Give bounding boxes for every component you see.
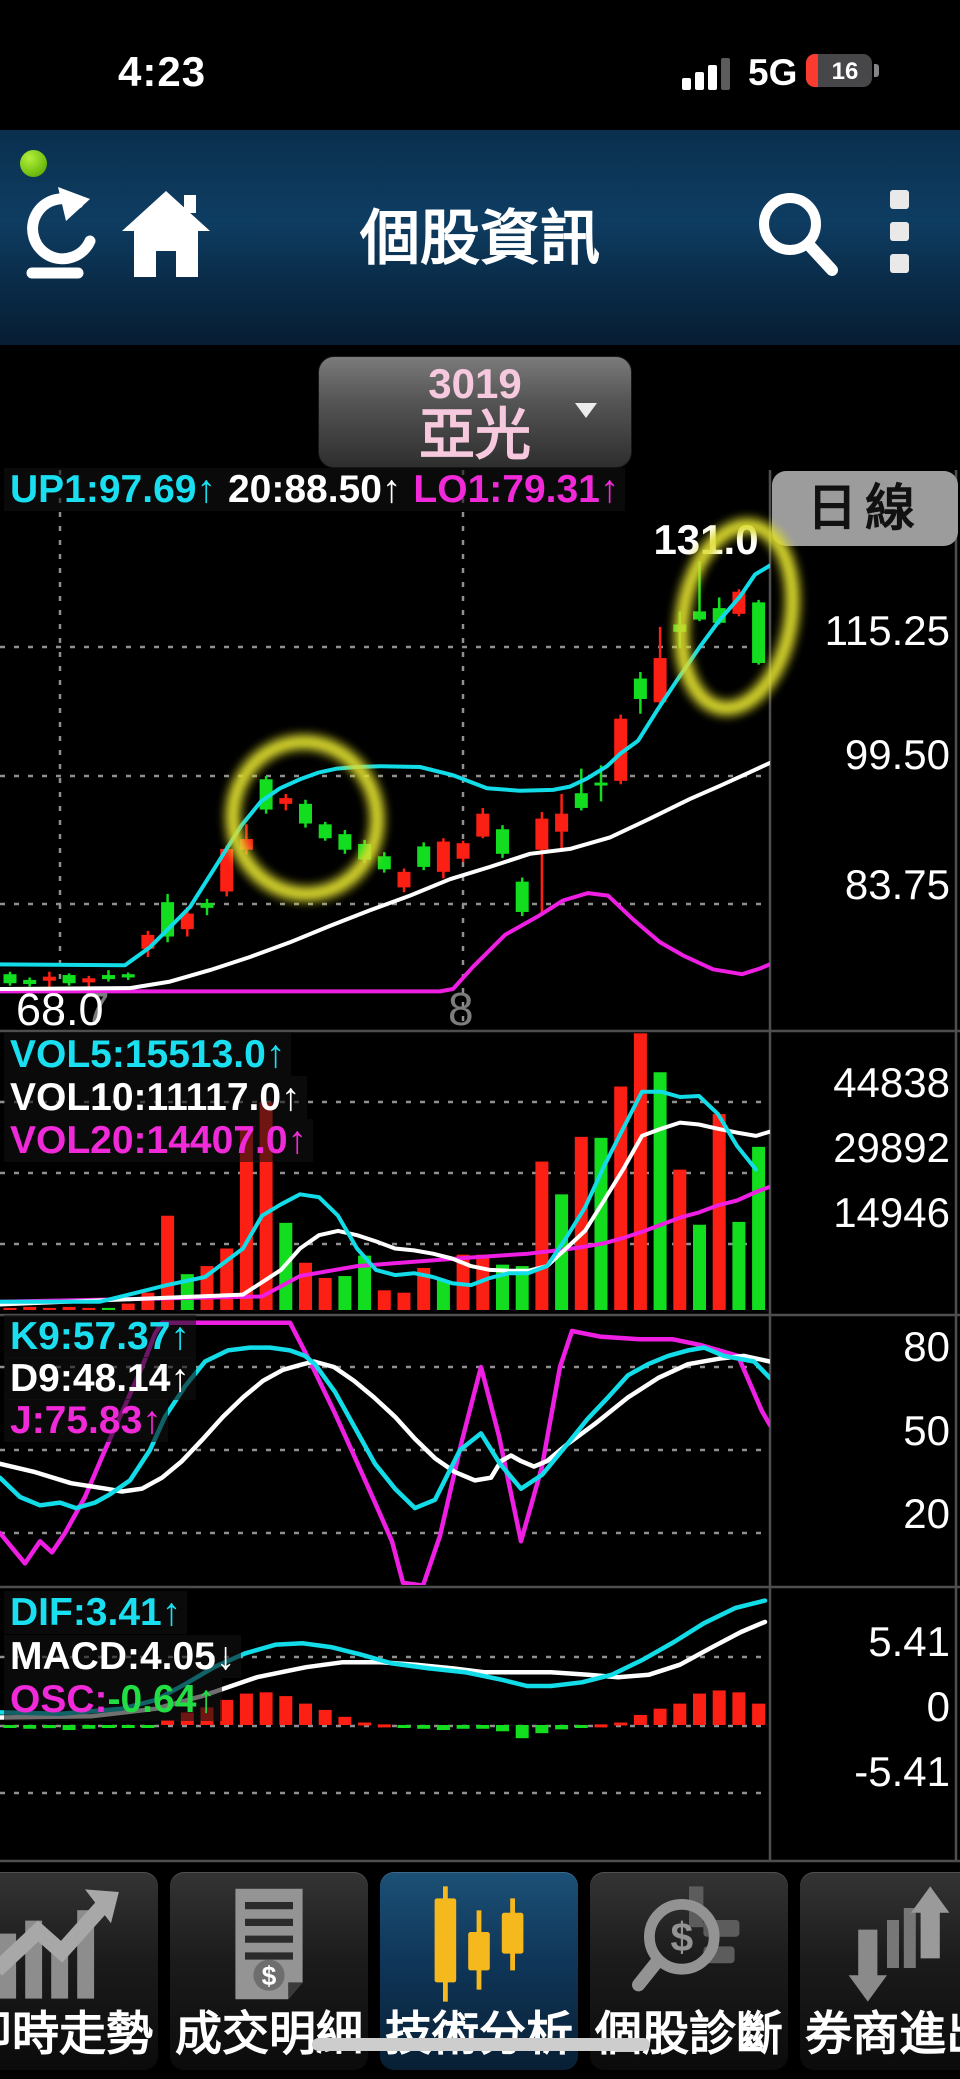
back-button[interactable] <box>20 185 102 281</box>
svg-text:$: $ <box>670 1914 693 1960</box>
macd-axis-label: 0 <box>926 1683 950 1730</box>
tab-label: 成交明細 <box>175 2007 363 2060</box>
candlestick-icon <box>434 1886 524 2002</box>
dif-value: DIF:3.41↑ <box>4 1591 188 1634</box>
menu-button[interactable] <box>886 190 912 278</box>
vol20-value: VOL20:14407.0↑ <box>4 1119 314 1162</box>
kdj-axis-label: 80 <box>903 1323 950 1370</box>
status-dot <box>20 150 47 177</box>
d9-value: D9:48.14↑ <box>4 1357 196 1400</box>
home-indicator[interactable] <box>312 2038 650 2051</box>
kdj-axis-label: 50 <box>903 1407 950 1454</box>
macd-value: MACD:4.05↓ <box>4 1635 242 1678</box>
battery-nub <box>874 64 879 77</box>
network-type-label: 5G <box>748 52 798 93</box>
home-button[interactable] <box>118 185 214 281</box>
period-high-label: 131.0 <box>653 516 759 563</box>
kdj-axis-label: 20 <box>903 1490 950 1537</box>
vol5-value: VOL5:15513.0↑ <box>4 1033 292 1076</box>
price-axis-label: 83.75 <box>844 861 950 908</box>
period-badge[interactable]: 日線 <box>772 471 958 546</box>
osc-value: -0.64↑ <box>107 1678 216 1721</box>
search-button[interactable] <box>752 188 838 278</box>
bollinger-header: UP1:97.69↑ 20:88.50↑ LO1:79.31↑ <box>4 467 626 513</box>
battery-percent: 16 <box>831 58 859 85</box>
lo1-value: LO1:79.31↑ <box>407 468 626 511</box>
broker-flows-icon <box>848 1886 950 2002</box>
tab-label: 券商進出 <box>805 2007 960 2060</box>
diagnosis-icon: $ <box>632 1886 740 1992</box>
period-low-label: 68.0 <box>16 984 104 1035</box>
svg-text:$: $ <box>262 1961 277 1991</box>
ma20-value: 20:88.50↑ <box>221 468 408 511</box>
page-title: 個股資訊 <box>360 205 600 272</box>
vol10-value: VOL10:11117.0↑ <box>4 1076 307 1119</box>
tab-label: 技術分析 <box>385 2007 573 2060</box>
chevron-down-icon <box>575 403 597 418</box>
macd-axis-label: -5.41 <box>854 1748 950 1795</box>
status-time: 4:23 <box>118 48 207 95</box>
price-axis-label: 115.25 <box>824 607 950 654</box>
volume-axis-label: 44838 <box>833 1059 950 1106</box>
battery-icon: 16 <box>806 54 872 87</box>
price-axis-label: 99.50 <box>844 731 950 778</box>
tab-label: 即時走勢 <box>0 2007 153 2060</box>
macd-axis-label: 5.41 <box>868 1618 950 1665</box>
nav-bar: 個股資訊 <box>0 130 960 345</box>
volume-axis-label: 29892 <box>833 1124 950 1171</box>
x-tick-label: 8 <box>448 983 474 1035</box>
tab-broker-flows[interactable]: 券商進出 <box>800 1872 960 2070</box>
tab-technical-analysis[interactable]: 技術分析 <box>380 1872 578 2070</box>
stock-name: 亞光 <box>419 403 531 466</box>
osc-label: OSC: <box>10 1678 108 1721</box>
volume-axis-label: 14946 <box>833 1189 950 1236</box>
tab-transactions[interactable]: $ 成交明細 <box>170 1872 368 2070</box>
trend-chart-icon <box>0 1889 119 1999</box>
stock-code: 3019 <box>428 360 522 407</box>
tab-realtime-trend[interactable]: 即時走勢 <box>0 1872 158 2070</box>
j-value: J:75.83↑ <box>4 1399 168 1442</box>
k9-value: K9:57.37↑ <box>4 1315 196 1358</box>
tab-stock-diagnosis[interactable]: $ 個股診斷 <box>590 1872 788 2070</box>
tab-label: 個股診斷 <box>595 2007 783 2060</box>
x-tick-label: 7 <box>84 983 110 1035</box>
battery-level-fill <box>806 54 818 87</box>
stock-selector[interactable]: 3019 亞光 <box>318 356 632 468</box>
transactions-icon: $ <box>235 1888 303 2000</box>
tab-bar: 即時走勢 $ 成交明細 技術分析 <box>0 1872 960 2072</box>
up1-value: UP1:97.69↑ <box>4 468 222 511</box>
